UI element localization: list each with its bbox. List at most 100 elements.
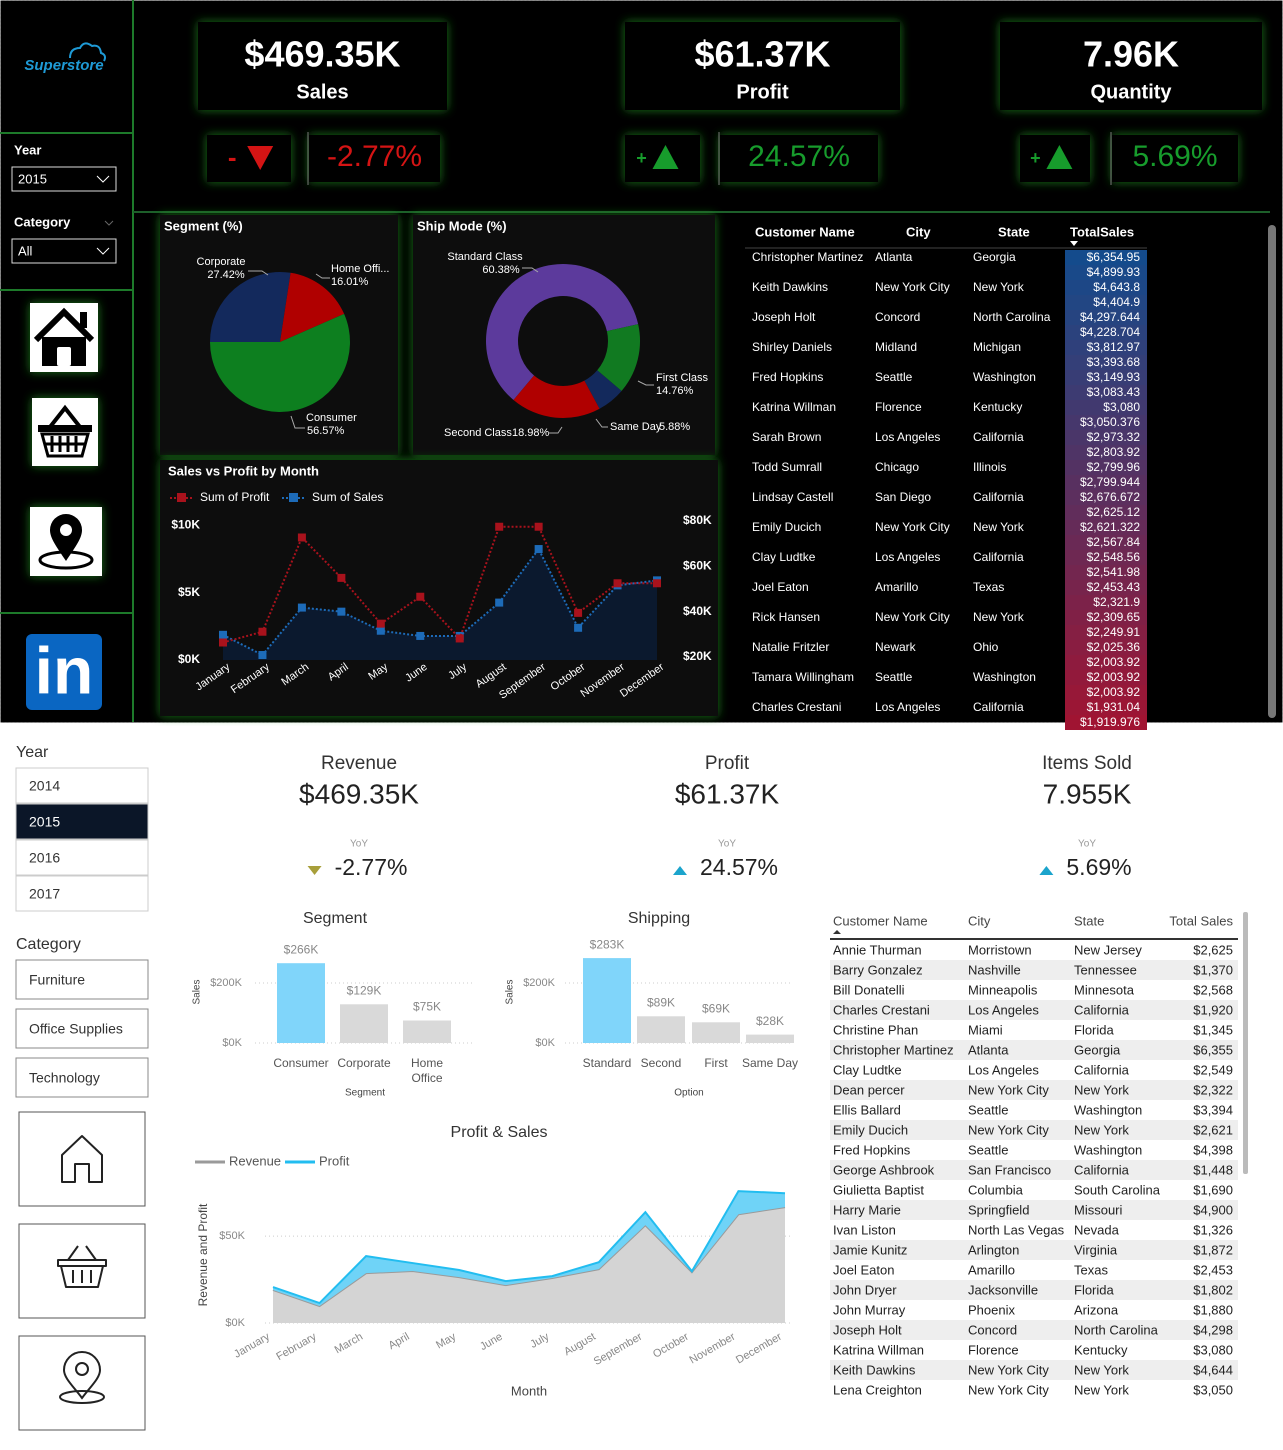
table-cell: $1,345 xyxy=(1193,1022,1233,1037)
slicer-item[interactable] xyxy=(15,1008,149,1049)
chart-title: Shipping xyxy=(628,910,690,927)
table-cell: Concord xyxy=(875,310,920,324)
table-header: Customer Name xyxy=(833,913,928,928)
slice-value: 56.57% xyxy=(307,425,345,437)
dropdown-value: 2015 xyxy=(18,171,47,186)
table-cell: Phoenix xyxy=(968,1302,1015,1317)
table-cell: San Francisco xyxy=(968,1162,1051,1177)
scrollbar[interactable] xyxy=(1243,912,1248,1174)
pie-slice xyxy=(280,272,345,342)
table-cell: New York City xyxy=(968,1362,1049,1377)
row-stripe xyxy=(830,1000,1238,1020)
total-cell xyxy=(1065,520,1147,535)
total-value: $2,548.56 xyxy=(1087,550,1141,564)
table-header: City xyxy=(906,224,931,239)
bar xyxy=(583,958,631,1043)
chevron xyxy=(96,247,110,255)
table-cell: North Carolina xyxy=(973,310,1051,324)
table-cell: $1,690 xyxy=(1193,1182,1233,1197)
table-cell: New York xyxy=(973,610,1025,624)
table-cell: Tennessee xyxy=(1074,962,1137,977)
table-cell: Nashville xyxy=(968,962,1021,977)
table-cell: New York xyxy=(1074,1362,1129,1377)
total-cell xyxy=(1065,700,1147,715)
total-cell xyxy=(1065,625,1147,640)
y-axis-label: Sales xyxy=(192,979,203,1004)
slicer-item[interactable] xyxy=(15,959,149,1000)
table-header: City xyxy=(968,913,991,928)
basket-button[interactable] xyxy=(18,1223,146,1319)
basket-button[interactable] xyxy=(32,398,98,466)
change-sign: + xyxy=(1030,148,1041,168)
kpi-change: 5.69% xyxy=(1066,854,1131,880)
total-cell xyxy=(1065,595,1147,610)
table-cell: Clay Ludtke xyxy=(833,1062,902,1077)
slice-value: 60.38% xyxy=(482,264,520,276)
table-cell: Kentucky xyxy=(1074,1342,1128,1357)
table-cell: Joel Eaton xyxy=(833,1262,894,1277)
table-cell: Katrina Willman xyxy=(752,400,836,414)
kpi-value: 7.96K xyxy=(1083,34,1179,75)
kpi-value: $61.37K xyxy=(694,34,830,75)
slicer-item-selected[interactable] xyxy=(15,803,149,840)
table-cell: Charles Crestani xyxy=(833,1002,930,1017)
home-icon xyxy=(61,1135,103,1183)
change-value: 5.69% xyxy=(1132,140,1217,173)
donut-segment xyxy=(485,263,639,400)
scrollbar[interactable] xyxy=(1268,225,1276,718)
table-cell: California xyxy=(1074,1162,1130,1177)
total-cell xyxy=(1065,445,1147,460)
table-cell: Florence xyxy=(875,400,922,414)
bar xyxy=(403,1020,451,1043)
location-button[interactable] xyxy=(30,507,102,576)
bar xyxy=(637,1016,685,1043)
kpi-value: $469.35K xyxy=(244,34,400,75)
table-cell: Columbia xyxy=(968,1182,1024,1197)
table-cell: California xyxy=(1074,1062,1130,1077)
dropdown[interactable] xyxy=(11,166,117,192)
table-cell: Virginia xyxy=(1074,1242,1118,1257)
table-cell: New York City xyxy=(875,280,950,294)
slicer-item[interactable] xyxy=(15,767,149,804)
table-cell: Los Angeles xyxy=(968,1062,1039,1077)
point-marker xyxy=(416,592,425,601)
table-cell: Concord xyxy=(968,1322,1017,1337)
total-value: $3,080 xyxy=(1103,400,1140,414)
kpi-caption: YoY xyxy=(350,839,368,850)
total-value: $2,567.84 xyxy=(1087,535,1141,549)
total-value: $3,050.376 xyxy=(1080,415,1140,429)
table-cell: Missouri xyxy=(1074,1202,1123,1217)
kpi-change: 24.57% xyxy=(700,854,778,880)
linkedin-button[interactable]: in xyxy=(26,633,102,710)
table-header: State xyxy=(1074,913,1104,928)
table-cell: Giulietta Baptist xyxy=(833,1182,924,1197)
pie-slice xyxy=(210,272,291,342)
total-value: $2,309.65 xyxy=(1087,610,1141,624)
chart-title: Ship Mode (%) xyxy=(417,218,507,233)
kpi-arrow xyxy=(672,866,687,875)
leader-line xyxy=(290,415,305,429)
location-button[interactable] xyxy=(18,1335,146,1431)
filter-label: Category xyxy=(14,214,71,229)
table-cell: Shirley Daniels xyxy=(752,340,832,354)
table-cell: Joel Eaton xyxy=(752,580,809,594)
y-tick-label: $50K xyxy=(219,1230,245,1242)
slicer-item[interactable] xyxy=(15,1057,149,1098)
home-button[interactable] xyxy=(30,303,98,372)
dropdown[interactable] xyxy=(11,238,117,264)
row-stripe xyxy=(830,1120,1238,1140)
sort-indicator xyxy=(1070,241,1078,246)
slicer-item[interactable] xyxy=(15,839,149,876)
table-cell: Washington xyxy=(1074,1102,1142,1117)
slicer-item[interactable] xyxy=(15,875,149,912)
table-cell: $2,322 xyxy=(1193,1082,1233,1097)
kpi-value: $61.37K xyxy=(675,778,780,809)
table-cell: New Jersey xyxy=(1074,942,1142,957)
table-cell: $2,621 xyxy=(1193,1122,1233,1137)
home-button[interactable] xyxy=(18,1111,146,1207)
series-line xyxy=(222,547,658,657)
point-marker xyxy=(297,533,306,542)
row-stripe xyxy=(830,1080,1238,1100)
dropdown-value: All xyxy=(18,243,33,258)
table-cell: New York xyxy=(973,280,1025,294)
